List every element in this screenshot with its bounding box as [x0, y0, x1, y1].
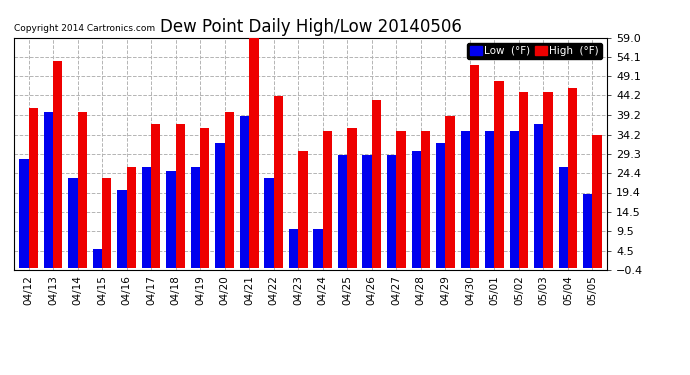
Bar: [534, 124, 544, 268]
Bar: [289, 229, 298, 268]
Bar: [445, 116, 455, 268]
Bar: [593, 135, 602, 268]
Bar: [191, 166, 200, 268]
Bar: [495, 81, 504, 268]
Bar: [323, 132, 332, 268]
Bar: [126, 166, 136, 268]
Bar: [313, 229, 323, 268]
Bar: [43, 112, 53, 268]
Bar: [436, 143, 445, 268]
Bar: [249, 38, 259, 268]
Bar: [68, 178, 77, 268]
Bar: [176, 124, 185, 268]
Text: Copyright 2014 Cartronics.com: Copyright 2014 Cartronics.com: [14, 24, 155, 33]
Bar: [559, 166, 568, 268]
Bar: [53, 61, 62, 268]
Bar: [347, 128, 357, 268]
Bar: [387, 155, 396, 268]
Bar: [274, 96, 283, 268]
Legend: Low  (°F), High  (°F): Low (°F), High (°F): [466, 43, 602, 59]
Bar: [215, 143, 225, 268]
Bar: [102, 178, 111, 268]
Bar: [396, 132, 406, 268]
Bar: [77, 112, 87, 268]
Bar: [421, 132, 430, 268]
Bar: [200, 128, 210, 268]
Bar: [372, 100, 381, 268]
Bar: [92, 249, 102, 268]
Title: Dew Point Daily High/Low 20140506: Dew Point Daily High/Low 20140506: [159, 18, 462, 36]
Bar: [19, 159, 28, 268]
Bar: [544, 92, 553, 268]
Bar: [298, 151, 308, 268]
Bar: [240, 116, 249, 268]
Bar: [460, 132, 470, 268]
Bar: [142, 166, 151, 268]
Bar: [151, 124, 161, 268]
Bar: [510, 132, 519, 268]
Bar: [470, 65, 479, 268]
Bar: [519, 92, 529, 268]
Bar: [583, 194, 593, 268]
Bar: [411, 151, 421, 268]
Bar: [117, 190, 126, 268]
Bar: [338, 155, 347, 268]
Bar: [264, 178, 274, 268]
Bar: [225, 112, 234, 268]
Bar: [166, 171, 176, 268]
Bar: [362, 155, 372, 268]
Bar: [568, 88, 578, 268]
Bar: [485, 132, 495, 268]
Bar: [28, 108, 38, 268]
